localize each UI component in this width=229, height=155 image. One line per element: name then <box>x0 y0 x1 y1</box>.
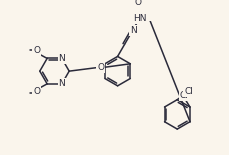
Text: Cl: Cl <box>179 91 188 100</box>
Text: N: N <box>58 54 65 63</box>
Text: O: O <box>134 0 141 7</box>
Text: O: O <box>97 63 104 72</box>
Text: O: O <box>33 87 40 96</box>
Text: N: N <box>129 26 136 35</box>
Text: N: N <box>58 79 65 88</box>
Text: HN: HN <box>133 14 146 23</box>
Text: Cl: Cl <box>183 87 192 96</box>
Text: O: O <box>33 46 40 55</box>
